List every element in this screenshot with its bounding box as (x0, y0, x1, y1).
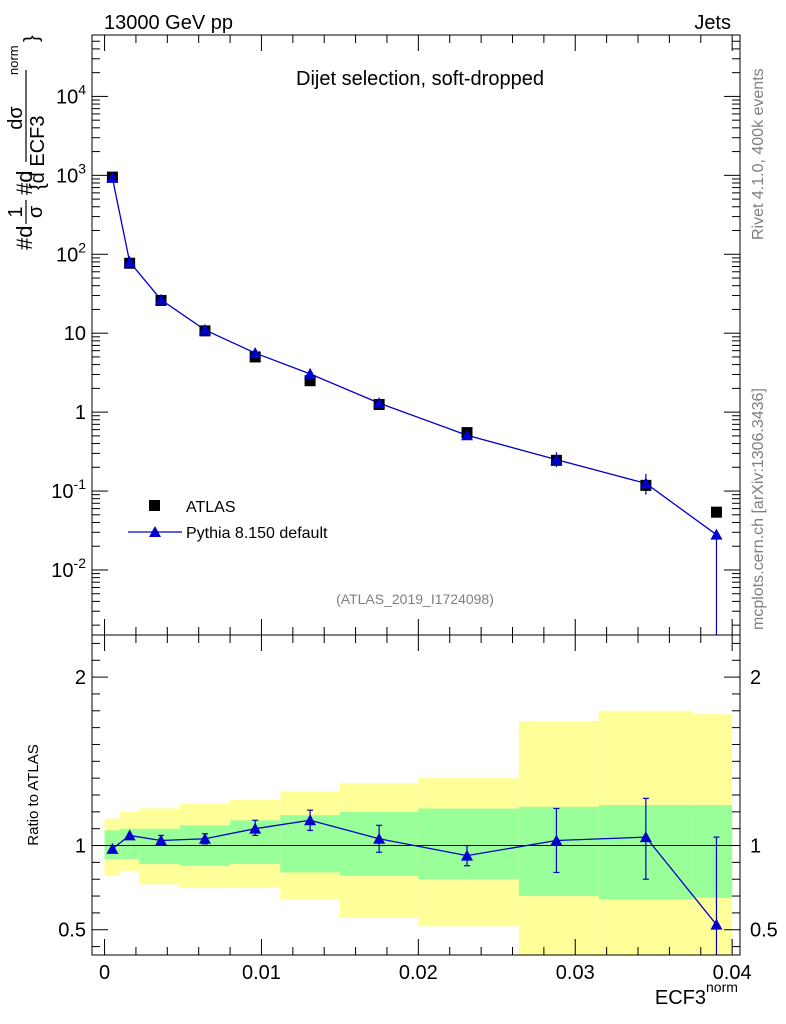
green-band-segment (692, 805, 733, 898)
ratio-point (639, 831, 652, 843)
legend-atlas-marker (149, 500, 160, 511)
green-band-segment (139, 828, 180, 865)
main-frame (91, 34, 741, 636)
ratio-panel: 0.5 0.5 1 1 2 2 0 0.01 0.02 0.03 0.04 Ratio to AT… (25, 634, 778, 1009)
pythia-point (639, 477, 652, 489)
legend-pythia-marker (149, 526, 161, 537)
pythia-point (155, 293, 168, 305)
x-axis-label: ECF3 (655, 987, 706, 1009)
pythia-point (106, 171, 119, 183)
atlas-point (710, 506, 722, 518)
pythia-point (304, 367, 317, 379)
ratio-point (304, 814, 317, 826)
ratio-point (155, 834, 168, 846)
main-y-tick-label: 104 (56, 81, 86, 108)
main-y-tick-label: 1 (75, 402, 86, 424)
atlas-point (304, 375, 316, 387)
ratio-tick-marks (92, 635, 740, 955)
legend-pythia-label: Pythia 8.150 default (186, 525, 328, 542)
legend: ATLAS Pythia 8.150 default (128, 499, 328, 542)
x-tick-label: 0 (99, 962, 110, 984)
main-title: Dijet selection, soft-dropped (296, 68, 544, 90)
pythia-point (373, 397, 386, 409)
main-y-tick-label: 103 (56, 160, 86, 187)
ylabel-frac1-num: 1 (5, 206, 27, 217)
ratio-point (373, 832, 386, 844)
ratio-point (710, 918, 723, 930)
ratio-y-tick-label-left: 0.5 (58, 920, 86, 942)
ratio-y-axis-label: Ratio to ATLAS (25, 744, 42, 845)
ratio-point (550, 834, 563, 846)
ylabel-den-sup: norm (6, 45, 21, 75)
x-tick-label: 0.03 (556, 962, 595, 984)
pythia-point (460, 429, 473, 441)
ylabel-prefix: #d (12, 226, 37, 250)
category-label: Jets (694, 12, 731, 34)
rivet-label: Rivet 4.1.0, 400k events (750, 68, 767, 240)
ratio-y-tick-label-right: 1 (750, 836, 761, 858)
ylabel-frac2-den: {d ECF3 (27, 116, 49, 190)
main-y-tick-labels: 10-2 10-1 1 10 102 103 104 (51, 81, 86, 582)
ratio-frame (91, 634, 741, 956)
ratio-y-tick-label-left: 2 (75, 667, 86, 689)
x-axis-label-sup: norm (706, 979, 738, 995)
pythia-point (123, 255, 136, 267)
main-panel: Dijet selection, soft-dropped (ATLAS_201… (5, 34, 741, 636)
ylabel-den-close: } (21, 35, 43, 42)
ratio-y-tick-labels: 0.5 0.5 1 1 2 2 (58, 667, 778, 942)
pythia-point (710, 528, 723, 540)
x-tick-label: 0.02 (399, 962, 438, 984)
x-tick-labels: 0 0.01 0.02 0.03 0.04 (99, 962, 752, 984)
ratio-point (460, 849, 473, 861)
ratio-y-tick-label-left: 1 (75, 836, 86, 858)
ratio-y-tick-label-right: 0.5 (750, 920, 778, 942)
ylabel-frac1-den: σ (25, 205, 47, 218)
main-tick-marks (92, 34, 740, 635)
pythia-point (249, 347, 262, 359)
ratio-point (106, 842, 119, 854)
legend-atlas-label: ATLAS (186, 499, 236, 516)
green-band-segment (518, 806, 599, 897)
main-y-tick-label: 10-2 (51, 555, 86, 582)
main-data-series (106, 171, 723, 635)
green-band-segment (418, 808, 519, 880)
mcplots-label: mcplots.cern.ch [arXiv:1306.3436] (750, 388, 767, 630)
analysis-label: (ATLAS_2019_I1724098) (336, 591, 494, 607)
ratio-point (123, 829, 136, 841)
ratio-point (249, 822, 262, 834)
main-y-tick-label: 10 (64, 323, 86, 345)
energy-label: 13000 GeV pp (104, 12, 233, 34)
main-y-axis-label: #d 1 σ #d dσ {d ECF3 norm } (5, 35, 49, 250)
ylabel-frac2-num: dσ (5, 106, 27, 130)
pythia-point (550, 453, 563, 465)
x-tick-label: 0.01 (242, 962, 281, 984)
main-y-tick-label: 10-1 (51, 476, 86, 503)
ratio-point (198, 832, 211, 844)
pythia-point (198, 323, 211, 335)
ratio-uncertainty-bands (104, 710, 733, 955)
ylabel-mid: #d (12, 171, 37, 195)
x-tick-label: 0.04 (713, 962, 752, 984)
ratio-data-series (106, 797, 723, 955)
ratio-y-tick-label-right: 2 (750, 667, 761, 689)
pythia-line (111, 177, 717, 536)
main-y-tick-label: 102 (56, 239, 86, 266)
